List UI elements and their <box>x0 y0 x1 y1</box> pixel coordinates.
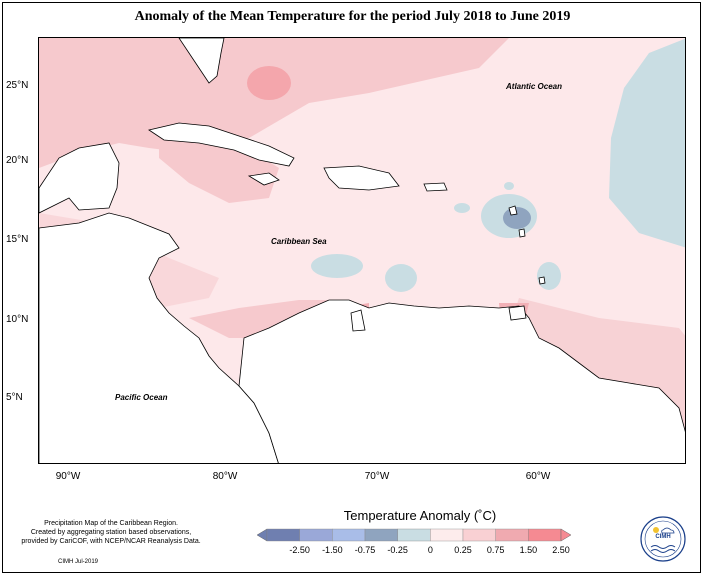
legend-color-cell <box>266 528 300 542</box>
map-source-note: Precipitation Map of the Caribbean Regio… <box>20 519 202 546</box>
land-lake-maracaibo <box>350 309 366 332</box>
land-florida <box>178 38 225 84</box>
legend-color-cell <box>462 528 496 542</box>
land-martinique <box>518 228 526 238</box>
legend-tick-label: 1.50 <box>519 545 538 555</box>
legend-tick-label: 0 <box>427 545 433 555</box>
note-line-3: provided by CariCOF, with NCEP/NCAR Rean… <box>21 538 201 545</box>
land-yucatan <box>39 142 120 214</box>
legend-color-cell <box>397 528 431 542</box>
anomaly-cool-islet <box>454 203 470 213</box>
legend-colorbar <box>257 528 571 542</box>
land-hispaniola <box>323 165 400 191</box>
label-atlantic-ocean: Atlantic Ocean <box>506 82 563 91</box>
land-south-america <box>238 299 685 463</box>
lat-label-10n: 10°N <box>6 314 29 325</box>
anomaly-cool-islet-2 <box>504 182 514 190</box>
lon-label-60w: 60°W <box>525 471 551 482</box>
land-jamaica <box>247 172 280 186</box>
land-guadeloupe <box>508 205 518 216</box>
legend-color-cell <box>332 528 366 542</box>
map-credit: CIMH Jul-2019 <box>58 559 99 565</box>
note-line-2: Created by aggregating station based obs… <box>30 529 192 536</box>
legend-tick-label: 0.25 <box>454 545 472 555</box>
legend-color-cell <box>528 528 562 542</box>
anomaly-cool-barbados <box>537 262 561 290</box>
legend-color-cell <box>495 528 529 542</box>
legend-tick-label: -0.25 <box>387 545 408 555</box>
anomaly-zone-north <box>39 38 509 168</box>
legend-arrow-left <box>257 528 268 542</box>
legend-tick-label: -0.75 <box>354 545 376 555</box>
lon-label-80w: 80°W <box>212 471 238 482</box>
cimh-logo-icon <box>640 516 686 562</box>
label-pacific-ocean: Pacific Ocean <box>115 393 168 402</box>
legend-color-cell <box>364 528 398 542</box>
lat-label-15n: 15°N <box>6 234 29 245</box>
anomaly-cool-core <box>503 207 531 229</box>
label-caribbean-sea: Caribbean Sea <box>271 237 327 246</box>
legend-color-cell <box>299 528 333 542</box>
anomaly-cool-central-sea <box>311 254 363 278</box>
map-title: Anomaly of the Mean Temperature for the … <box>134 9 571 24</box>
anomaly-cool-south-sea <box>385 264 417 292</box>
lon-label-70w: 70°W <box>364 471 390 482</box>
cimh-logo-text: CIMH <box>655 534 671 540</box>
lon-label-90w: 90°W <box>55 471 81 482</box>
anomaly-hotspot-bahamas <box>247 66 291 100</box>
anomaly-map[interactable] <box>38 37 686 464</box>
legend-tick-label: 0.75 <box>486 545 505 555</box>
legend-arrow-right <box>560 528 571 542</box>
lat-label-20n: 20°N <box>6 155 29 166</box>
legend-title: Temperature Anomaly (˚C) <box>343 508 497 523</box>
legend-tick-label: -1.50 <box>322 545 343 555</box>
map-canvas <box>39 38 685 463</box>
anomaly-zone-atlantic-cool <box>609 38 685 248</box>
land-trinidad <box>508 305 527 321</box>
lat-label-25n: 25°N <box>6 80 29 91</box>
legend-tick-label: 2.50 <box>552 545 570 555</box>
coastlines <box>39 38 685 463</box>
land-cuba <box>148 122 295 167</box>
legend-tick-label: -2.50 <box>289 545 310 555</box>
note-line-1: Precipitation Map of the Caribbean Regio… <box>44 520 178 527</box>
legend-color-cell <box>430 528 464 542</box>
land-barbados <box>538 276 546 285</box>
land-puerto-rico <box>423 182 448 192</box>
lat-label-5n: 5°N <box>6 392 23 403</box>
